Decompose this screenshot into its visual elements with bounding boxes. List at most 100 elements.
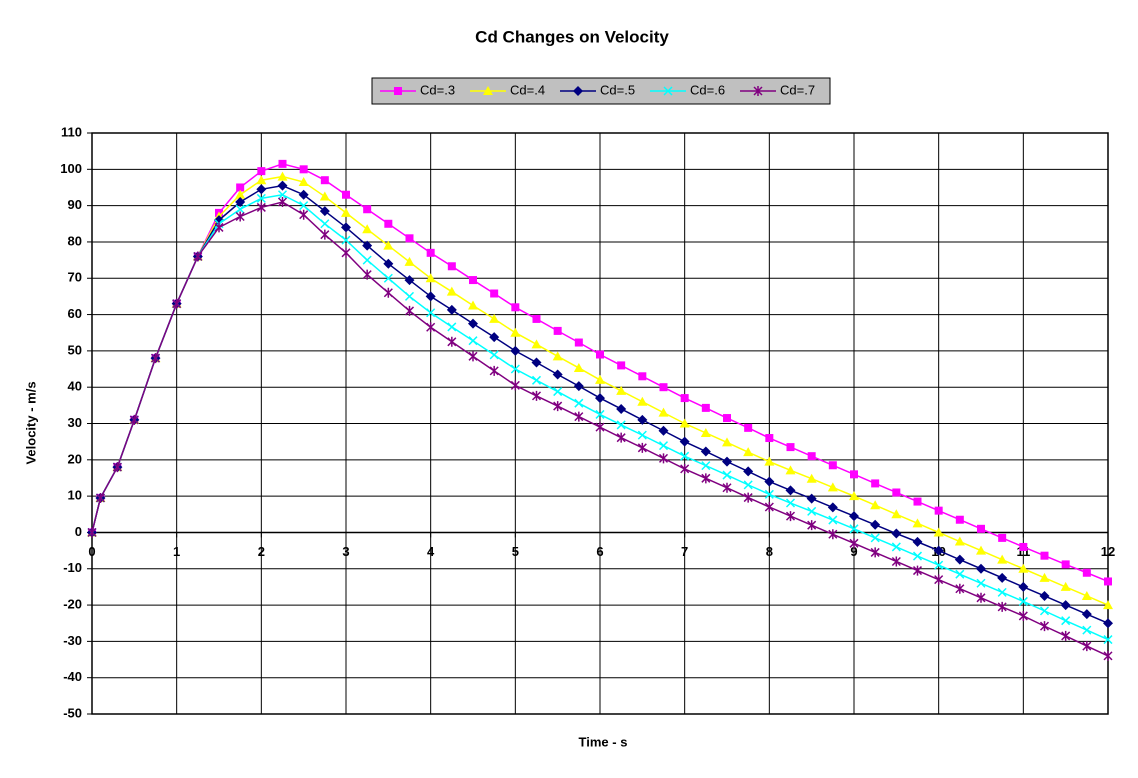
- x-tick-label: 7: [681, 544, 688, 559]
- marker: [425, 273, 436, 283]
- marker: [616, 403, 627, 414]
- legend-label: Cd=.6: [690, 82, 725, 97]
- y-tick-label: 10: [68, 488, 82, 503]
- marker: [531, 357, 542, 368]
- y-tick-label: 20: [68, 451, 82, 466]
- marker: [341, 207, 351, 217]
- marker: [299, 209, 309, 220]
- marker: [849, 511, 859, 522]
- marker: [955, 515, 964, 524]
- marker: [447, 336, 457, 347]
- marker: [785, 485, 796, 496]
- marker: [1061, 616, 1071, 626]
- marker: [743, 492, 753, 503]
- marker: [1103, 650, 1113, 661]
- marker: [574, 338, 583, 347]
- marker: [637, 414, 648, 425]
- x-tick-label: 5: [512, 544, 519, 559]
- marker: [807, 520, 817, 531]
- marker: [404, 256, 415, 266]
- marker: [236, 183, 245, 192]
- marker: [595, 409, 605, 419]
- marker: [976, 563, 986, 574]
- marker: [95, 492, 105, 503]
- marker: [468, 318, 478, 329]
- marker: [934, 560, 944, 570]
- marker: [299, 201, 309, 211]
- marker: [954, 536, 965, 546]
- marker: [277, 171, 288, 181]
- marker: [256, 175, 267, 185]
- marker: [722, 456, 732, 467]
- marker: [723, 414, 731, 423]
- marker: [257, 167, 266, 176]
- marker: [383, 273, 393, 283]
- y-tick-label: 40: [68, 379, 82, 394]
- marker: [595, 422, 605, 433]
- legend-label: Cd=.4: [510, 82, 545, 97]
- series-line: [91, 175, 1109, 606]
- marker: [531, 339, 542, 349]
- marker: [426, 248, 435, 257]
- marker: [997, 554, 1008, 564]
- plot-border: [91, 132, 1109, 715]
- marker: [394, 87, 402, 95]
- marker: [722, 470, 732, 480]
- marker: [997, 572, 1008, 583]
- marker: [827, 502, 838, 513]
- marker: [510, 345, 521, 356]
- marker: [426, 322, 436, 333]
- marker: [891, 542, 901, 552]
- marker: [850, 470, 858, 479]
- marker: [298, 177, 309, 187]
- marker: [786, 443, 795, 452]
- marker: [680, 451, 690, 461]
- marker: [785, 465, 796, 475]
- marker: [659, 383, 668, 392]
- marker: [1018, 563, 1029, 573]
- marker: [997, 601, 1007, 612]
- marker: [87, 527, 97, 538]
- marker: [976, 592, 986, 603]
- marker: [807, 506, 817, 516]
- marker: [1060, 600, 1071, 611]
- series-line: [91, 201, 1109, 657]
- legend-label: Cd=.3: [420, 82, 455, 97]
- marker: [129, 414, 139, 425]
- marker: [446, 304, 457, 315]
- marker: [722, 482, 732, 493]
- marker: [977, 524, 985, 533]
- marker: [256, 202, 266, 213]
- marker: [552, 369, 563, 380]
- marker: [1039, 590, 1050, 601]
- marker: [362, 224, 373, 234]
- marker: [342, 190, 350, 199]
- marker: [341, 235, 351, 245]
- marker: [553, 401, 563, 412]
- marker: [764, 489, 774, 499]
- series: [87, 171, 1113, 610]
- marker: [700, 446, 711, 457]
- marker: [658, 425, 669, 436]
- marker: [446, 286, 457, 296]
- marker: [531, 375, 542, 385]
- marker: [1061, 560, 1070, 569]
- marker: [363, 205, 372, 214]
- marker: [701, 473, 711, 484]
- marker: [637, 396, 648, 406]
- marker: [1103, 635, 1113, 645]
- marker: [362, 269, 372, 280]
- marker: [1039, 606, 1050, 616]
- marker: [765, 434, 774, 443]
- marker: [680, 394, 689, 403]
- marker: [616, 432, 626, 443]
- marker: [1039, 621, 1050, 632]
- x-tick-label: 6: [596, 544, 603, 559]
- marker: [679, 418, 690, 428]
- marker: [637, 442, 647, 453]
- marker: [447, 262, 456, 271]
- marker: [743, 447, 754, 457]
- marker: [405, 234, 414, 243]
- marker: [1082, 568, 1091, 577]
